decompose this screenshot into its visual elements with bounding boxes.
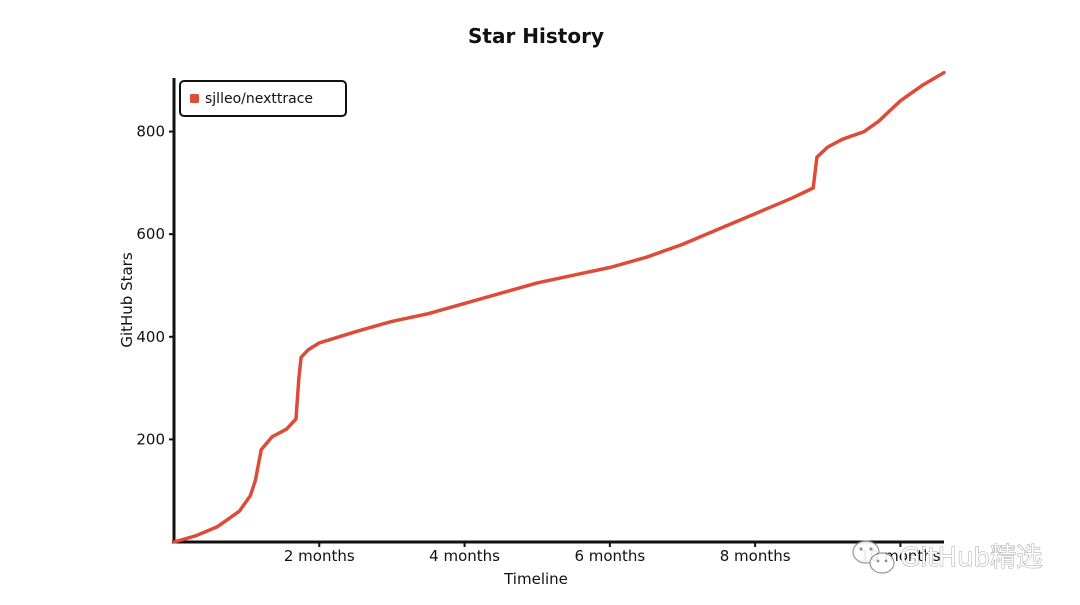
series-layer bbox=[172, 70, 946, 544]
legend: sjlleo/nexttrace bbox=[179, 80, 347, 117]
axes bbox=[172, 78, 944, 544]
x-axis-label: Timeline bbox=[503, 570, 568, 588]
y-tick-label: 400 bbox=[136, 328, 165, 346]
legend-box bbox=[179, 80, 347, 117]
x-tick-label: 6 months bbox=[574, 547, 645, 565]
legend-swatch bbox=[190, 94, 199, 103]
x-tick-label: 4 months bbox=[429, 547, 500, 565]
y-tick-label: 800 bbox=[136, 123, 165, 141]
x-tick-label: 2 months bbox=[284, 547, 355, 565]
y-tick-label: 600 bbox=[136, 225, 165, 243]
x-ticks: 2 months 4 months 6 months 8 months 10 month… bbox=[284, 542, 941, 565]
legend-label: sjlleo/nexttrace bbox=[205, 91, 313, 107]
x-tick-label: 8 months bbox=[720, 547, 791, 565]
y-axis-label: GitHub Stars bbox=[118, 252, 136, 348]
y-ticks: 200 400 600 800 bbox=[136, 123, 174, 448]
y-tick-label: 200 bbox=[136, 430, 165, 448]
chart-title: Star History bbox=[468, 24, 604, 48]
wechat-icon bbox=[852, 540, 895, 574]
series-line-0 bbox=[172, 70, 946, 544]
watermark: GitHub精选 bbox=[852, 540, 1043, 574]
watermark-text: GitHub精选 bbox=[900, 543, 1042, 573]
